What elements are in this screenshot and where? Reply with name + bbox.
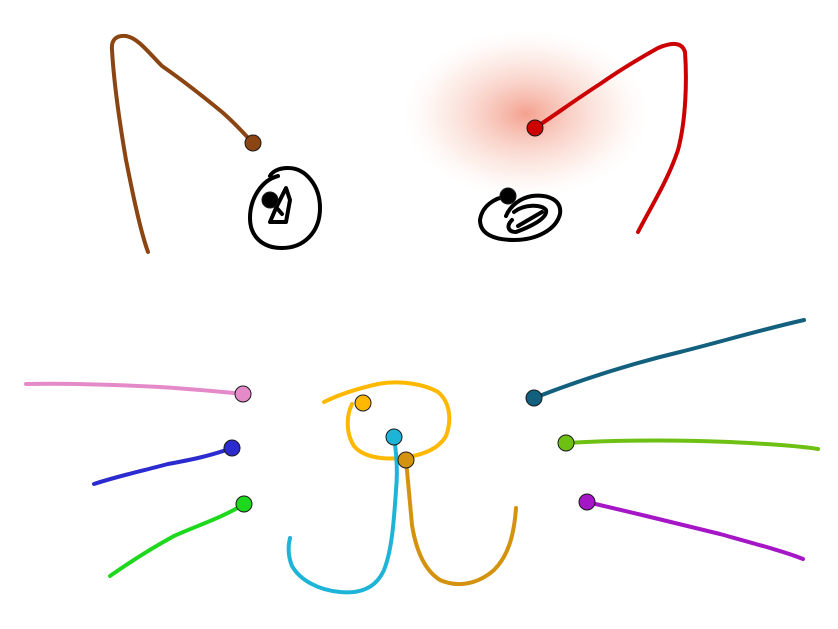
mouth-right-handle[interactable]: [397, 451, 415, 469]
left-ear-stroke[interactable]: [109, 33, 255, 254]
whisker-right-middle-stroke[interactable]: [564, 438, 820, 451]
mouth-left-stroke[interactable]: [286, 435, 399, 595]
right-ear-stroke[interactable]: [533, 41, 688, 234]
left-eye-handle[interactable]: [261, 191, 279, 209]
whisker-left-bottom-handle[interactable]: [235, 495, 253, 513]
right-eye-handle[interactable]: [499, 187, 517, 205]
whisker-right-bottom-handle[interactable]: [578, 493, 596, 511]
whisker-right-bottom-stroke[interactable]: [585, 500, 805, 561]
whisker-left-middle-handle[interactable]: [223, 439, 241, 457]
whisker-left-top-stroke[interactable]: [24, 381, 245, 396]
whisker-left-bottom-stroke[interactable]: [108, 502, 246, 578]
right-ear-handle[interactable]: [526, 119, 544, 137]
whisker-right-middle-handle[interactable]: [557, 434, 575, 452]
mouth-left-handle[interactable]: [385, 428, 403, 446]
mouth-right-stroke[interactable]: [404, 458, 518, 587]
whisker-left-middle-stroke[interactable]: [92, 446, 234, 486]
nose-stroke[interactable]: [322, 380, 452, 461]
left-eye-stroke[interactable]: [248, 166, 322, 250]
whisker-left-top-handle[interactable]: [234, 385, 252, 403]
right-eye-stroke[interactable]: [478, 193, 563, 242]
nose-handle[interactable]: [354, 394, 372, 412]
whisker-right-top-stroke[interactable]: [532, 318, 806, 400]
selection-highlight-glow: [401, 29, 651, 199]
left-ear-handle[interactable]: [244, 134, 262, 152]
whisker-right-top-handle[interactable]: [525, 389, 543, 407]
